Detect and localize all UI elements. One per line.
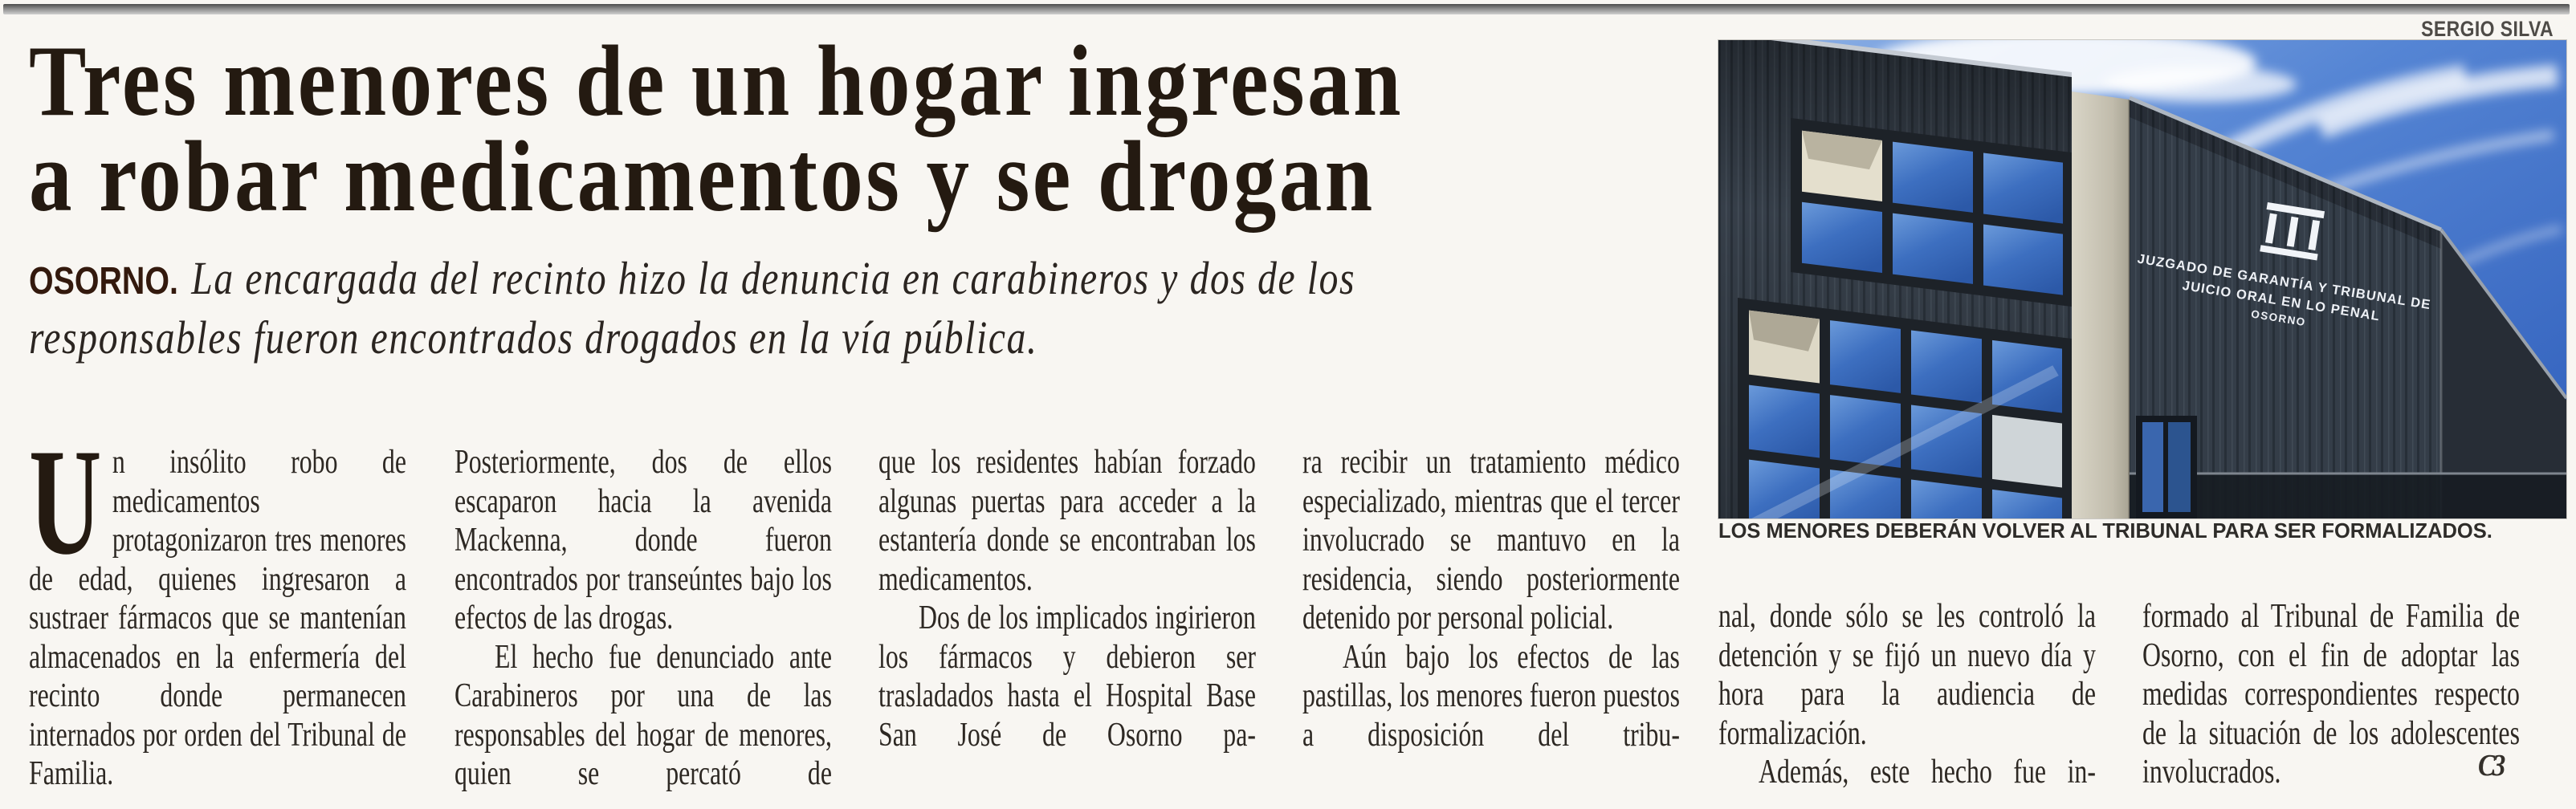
- body-column-5: nal, donde sólo se les controló la deten…: [1718, 597, 2096, 792]
- body-column-2: Posteriormente, dos de ellos escaparon h…: [454, 443, 832, 794]
- body-column-3: que los residentes habían forzado alguna…: [878, 443, 1256, 754]
- deck-text: La encargada del recinto hizo la denunci…: [29, 252, 1356, 364]
- photo-caption: LOS MENORES DEBERÁN VOLVER AL TRIBUNAL P…: [1718, 520, 2492, 543]
- article-photo: JUZGADO DE GARANTÍA Y TRIBUNAL DE JUICIO…: [1718, 39, 2567, 519]
- body-paragraph: Además, este hecho fue in-: [1759, 754, 2096, 791]
- pillar: [2072, 91, 2130, 518]
- body-paragraph: Aún bajo los efectos de las pastillas, l…: [1302, 638, 1680, 754]
- deck: OSORNO. La encargada del recinto hizo la …: [29, 250, 1510, 366]
- left-facade: [1718, 40, 2073, 518]
- headline-line-1: Tres menores de un hogar ingresan: [29, 26, 1404, 137]
- drop-cap: U: [29, 418, 102, 587]
- top-rule: [3, 4, 2570, 14]
- body-paragraph: formado al Tribunal de Familia de Osorno…: [2142, 598, 2520, 791]
- right-facade: [2129, 96, 2566, 518]
- body-column-4: ra recibir un tratamiento médico especia…: [1302, 443, 1680, 754]
- body-column-6: formado al Tribunal de Familia de Osorno…: [2142, 597, 2520, 792]
- body-paragraph: El hecho fue denunciado ante Carabineros…: [454, 638, 832, 793]
- headline: Tres menores de un hogar ingresan a roba…: [29, 26, 1667, 233]
- body-paragraph: Posteriormente, dos de ellos escaparon h…: [454, 444, 832, 636]
- body-paragraph: que los residentes habían forzado alguna…: [878, 444, 1256, 598]
- kicker-city: OSORNO.: [29, 260, 178, 303]
- courthouse-photo-illustration: JUZGADO DE GARANTÍA Y TRIBUNAL DE JUICIO…: [1718, 40, 2566, 518]
- headline-line-2: a robar medicamentos y se drogan: [29, 121, 1376, 233]
- body-paragraph: ra recibir un tratamiento médico especia…: [1302, 444, 1680, 636]
- body-paragraph: Dos de los implicados ingirieron los fár…: [878, 600, 1256, 754]
- body-paragraph: nal, donde sólo se les controló la deten…: [1718, 598, 2096, 752]
- photo-credit: SERGIO SILVA: [2421, 17, 2554, 41]
- upper-windows: [1791, 118, 2073, 307]
- end-of-story-mark: C3: [2478, 749, 2505, 783]
- lower-windows: [1738, 297, 2073, 518]
- courthouse-logo-icon: [2260, 201, 2325, 261]
